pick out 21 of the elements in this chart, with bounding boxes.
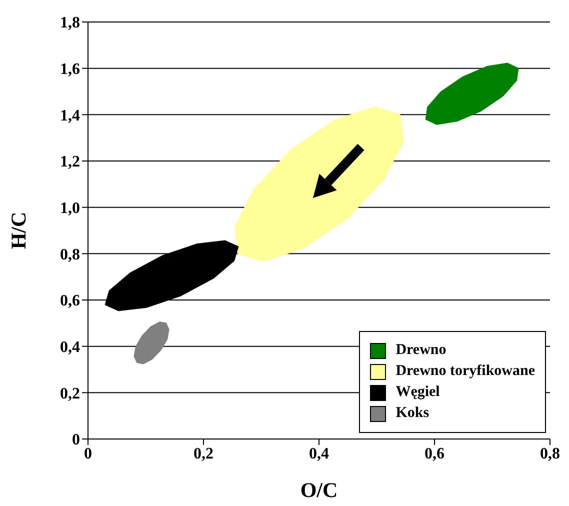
x-axis-title: O/C [300,478,338,502]
y-tick-label: 1,4 [60,107,80,124]
y-axis-title: H/C [6,212,30,250]
x-tick-label: 0,2 [194,445,214,462]
x-tick-label: 0 [84,445,92,462]
x-tick-label: 0,6 [424,445,444,462]
y-tick-label: 0,2 [60,385,80,402]
y-tick-label: 0,8 [60,246,80,264]
x-tick-label: 0,4 [309,445,329,462]
legend-label: Koks [396,405,430,422]
y-tick-label: 1,8 [60,14,80,32]
y-tick-label: 1,0 [60,200,80,218]
y-tick-label: 1,2 [60,154,80,171]
legend-label: Węgiel [396,384,440,401]
y-tick-label: 0 [72,432,80,449]
x-tick-label: 0,8 [540,445,560,462]
legend-label: Drewno toryfikowane [396,363,535,380]
y-tick-label: 0,6 [60,292,80,310]
y-tick-label: 0,4 [60,339,80,356]
y-tick-label: 1,6 [60,61,80,78]
legend-label: Drewno [396,342,446,359]
